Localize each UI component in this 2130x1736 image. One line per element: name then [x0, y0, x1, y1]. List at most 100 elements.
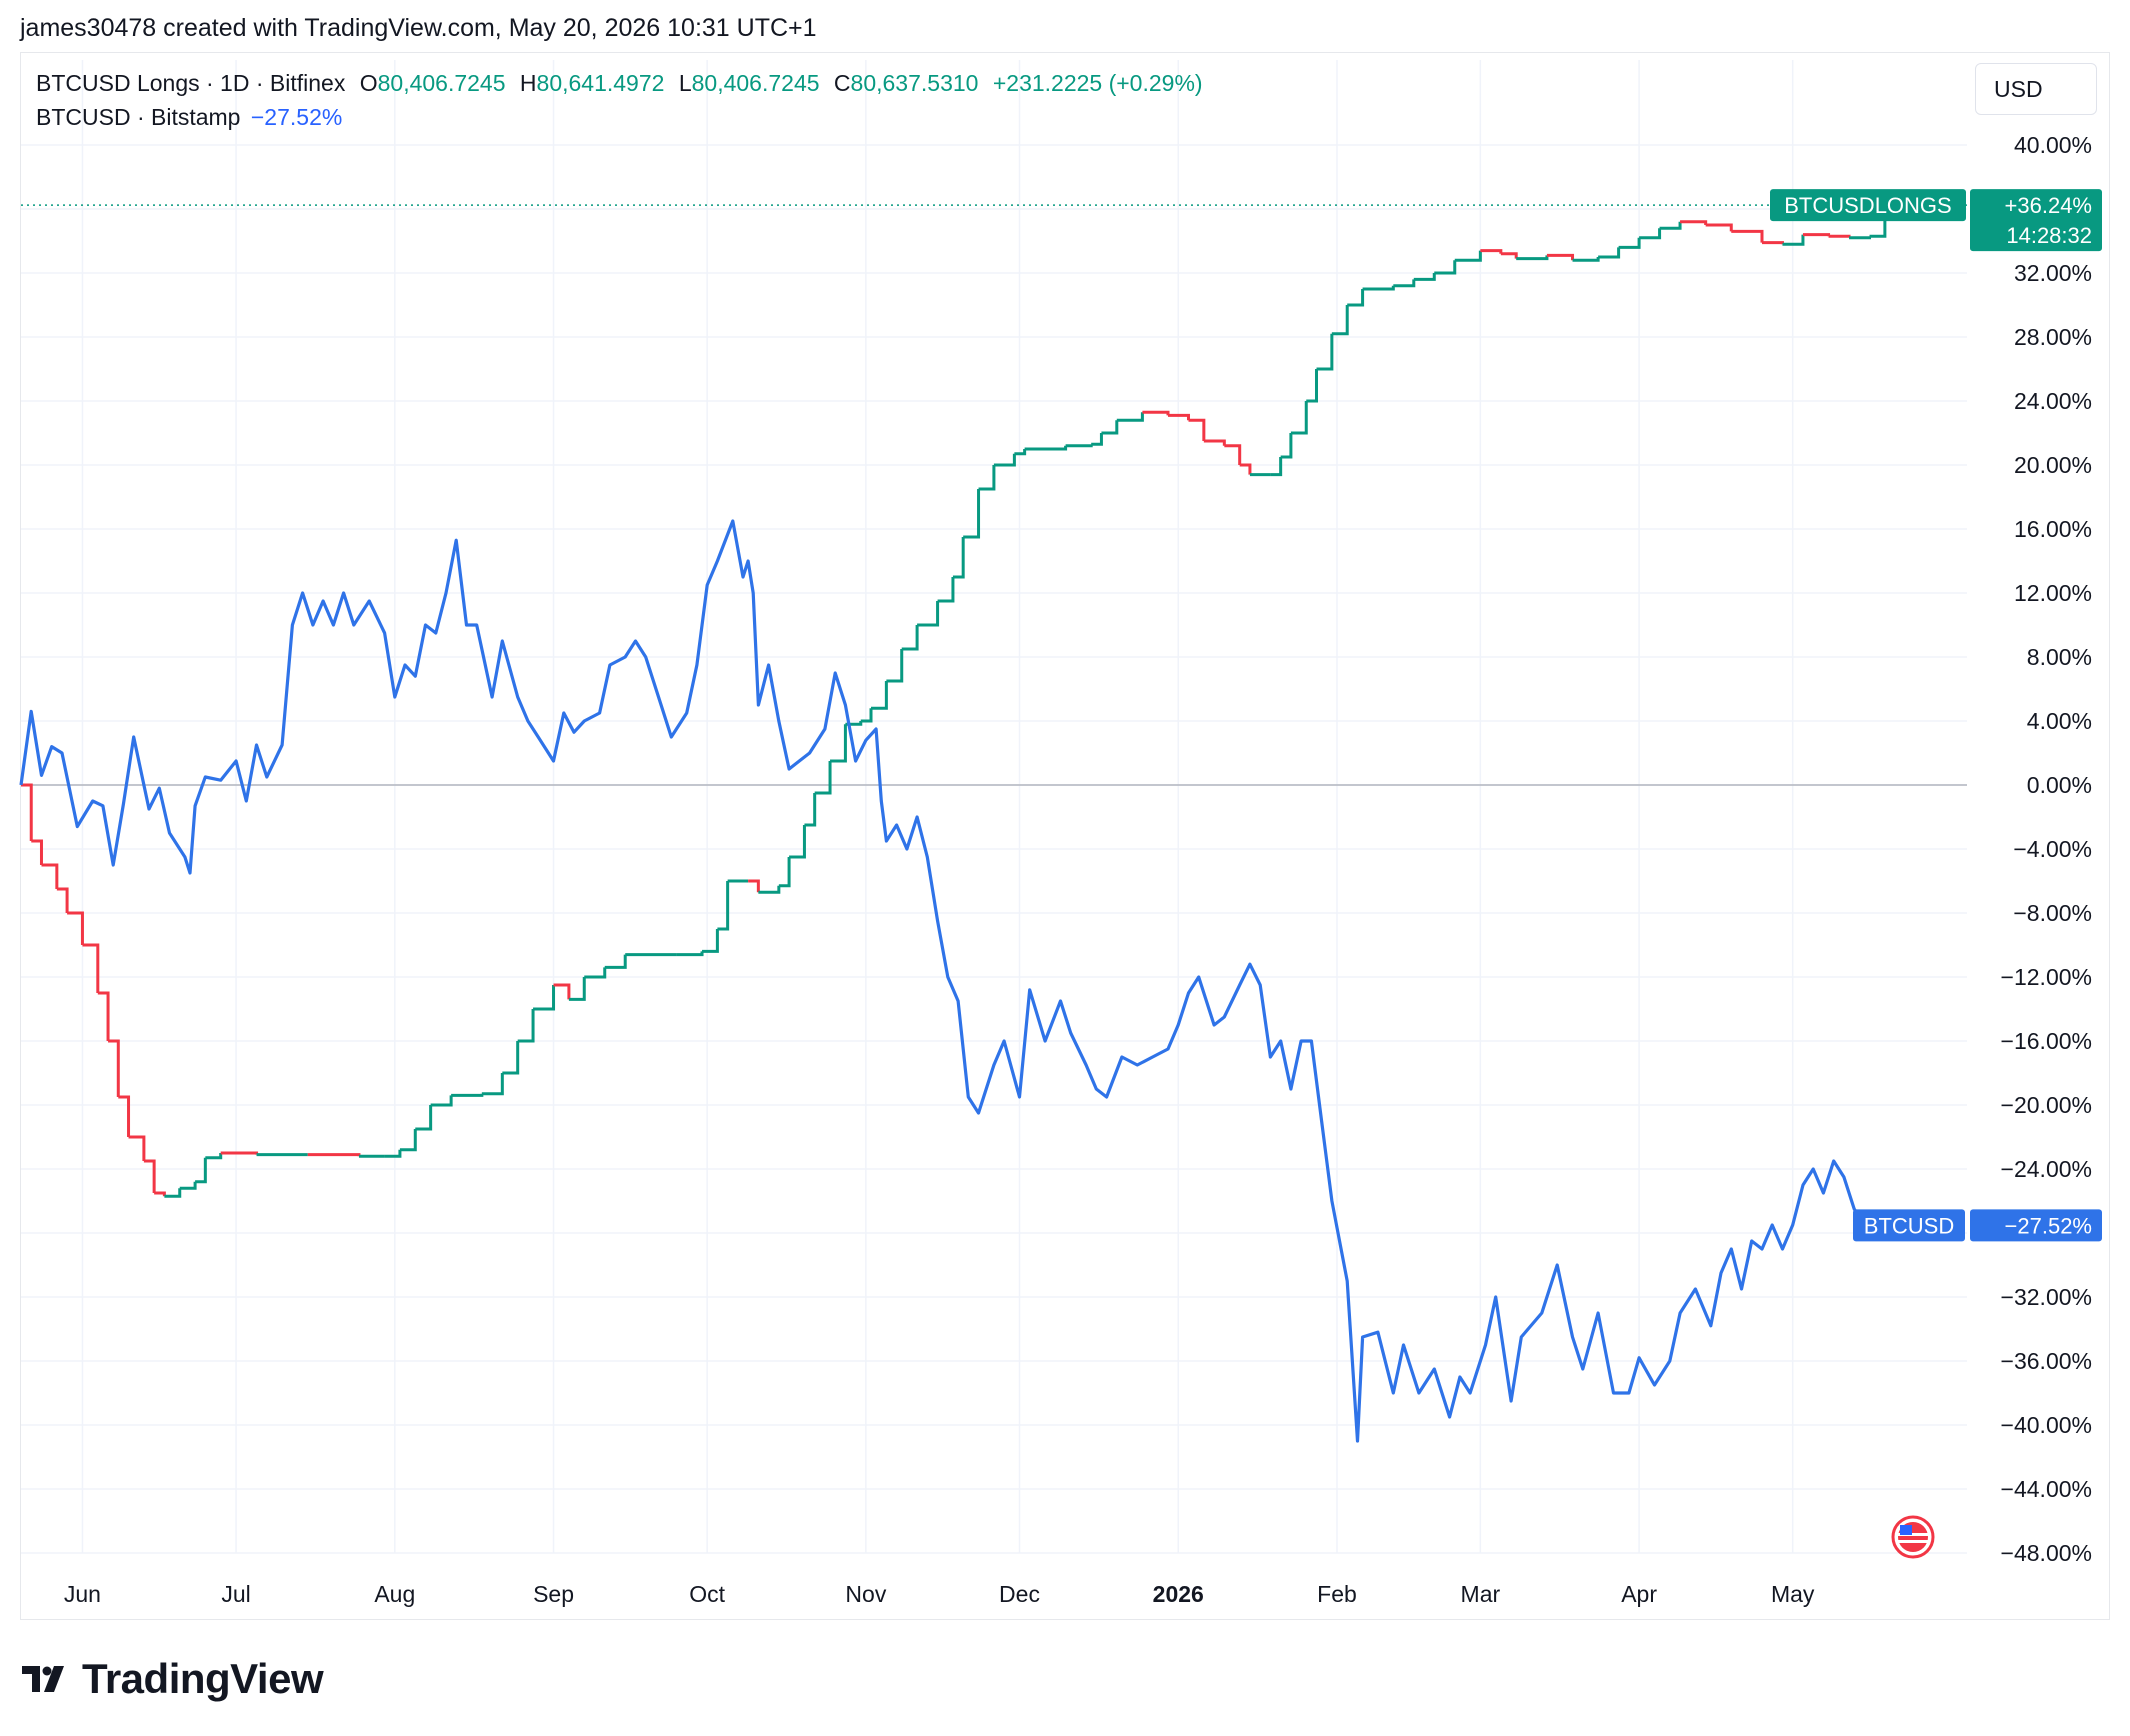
longs-step-segment	[717, 881, 730, 931]
brand-name: TradingView	[82, 1655, 324, 1702]
y-tick-label: 16.00%	[2014, 516, 2092, 542]
longs-step-segment	[67, 911, 84, 945]
longs-step-segment	[993, 453, 1016, 467]
longs-name-tag-text: BTCUSDLONGS	[1784, 193, 1951, 218]
longs-step-segment	[963, 489, 981, 539]
longs-step-segment	[430, 1095, 453, 1107]
longs-step-segment	[82, 943, 100, 993]
longs-step-segment	[1290, 401, 1308, 435]
longs-step-segment	[205, 1153, 223, 1160]
btcusd-price-tag-text: −27.52%	[2005, 1213, 2092, 1238]
longs-step-segment	[814, 761, 832, 795]
y-tick-label: 12.00%	[2014, 580, 2092, 606]
longs-step-segment	[1639, 228, 1662, 240]
longs-step-segment	[871, 681, 888, 710]
longs-step-segment	[481, 1073, 504, 1096]
longs-step-segment	[1828, 234, 1851, 238]
btcusd-line	[19, 519, 1866, 1443]
longs-step-segment	[415, 1105, 433, 1131]
longs-step-segment	[1280, 433, 1293, 459]
x-tick-label: Apr	[1621, 1581, 1657, 1607]
longs-step-segment	[1188, 418, 1206, 441]
longs-step-segment	[118, 1095, 131, 1137]
longs-step-segment	[886, 649, 904, 683]
longs-step-segment	[179, 1181, 197, 1190]
x-tick-label: Feb	[1317, 1581, 1357, 1607]
longs-price-tag	[1970, 189, 2102, 252]
longs-step-segment	[1116, 412, 1144, 422]
us-flag-icon[interactable]	[1891, 1515, 1935, 1559]
x-tick-label: Jun	[64, 1581, 101, 1607]
y-tick-label: 8.00%	[2027, 644, 2092, 670]
longs-step-segment	[533, 985, 556, 1011]
longs-step-segment	[1802, 233, 1831, 237]
longs-step-segment	[1065, 444, 1093, 448]
longs-step-segment	[502, 1041, 520, 1075]
longs-step-segment	[1500, 252, 1518, 259]
y-tick-label: −48.00%	[2001, 1540, 2092, 1566]
longs-step-segment	[604, 954, 627, 969]
y-tick-label: −20.00%	[2001, 1092, 2092, 1118]
longs-step-segment	[1331, 305, 1349, 336]
y-tick-label: −32.00%	[2001, 1284, 2092, 1310]
longs-step-segment	[195, 1157, 207, 1184]
longs-step-segment	[143, 1159, 156, 1193]
longs-step-segment	[220, 1151, 259, 1155]
tradingview-brand[interactable]: TradingView	[22, 1655, 324, 1703]
longs-step-segment	[789, 825, 806, 859]
x-tick-label: Nov	[845, 1581, 886, 1607]
longs-step-segment	[97, 991, 110, 1041]
longs-step-segment	[830, 724, 847, 763]
longs-step-segment	[1454, 250, 1482, 262]
y-tick-label: −36.00%	[2001, 1348, 2092, 1374]
x-tick-label: Jul	[221, 1581, 250, 1607]
btcusd-name-tag	[1853, 1209, 1965, 1242]
y-tick-label: −16.00%	[2001, 1028, 2092, 1054]
longs-step-segment	[1680, 220, 1708, 225]
chart-frame[interactable]	[20, 52, 2110, 1620]
longs-step-segment	[1705, 223, 1733, 232]
longs-step-segment	[676, 951, 704, 957]
y-tick-label: 4.00%	[2027, 708, 2092, 734]
longs-step-segment	[901, 625, 919, 651]
longs-step-segment	[748, 879, 760, 893]
legend-series-btcusd[interactable]: BTCUSD · Bitstamp −27.52%	[36, 104, 350, 131]
x-tick-label: Oct	[689, 1581, 725, 1607]
longs-step-segment	[1306, 369, 1318, 403]
longs-countdown-text: 14:28:32	[2006, 223, 2092, 248]
longs-step-segment	[1393, 279, 1416, 288]
y-tick-label: −44.00%	[2001, 1476, 2092, 1502]
tradingview-logo-icon	[22, 1666, 64, 1692]
longs-step-segment	[307, 1153, 361, 1157]
longs-step-segment	[1347, 289, 1365, 307]
longs-step-segment	[41, 863, 59, 889]
longs-step-segment	[1091, 433, 1103, 446]
y-tick-label: −40.00%	[2001, 1412, 2092, 1438]
btcusd-name-tag-text: BTCUSD	[1864, 1213, 1954, 1238]
longs-step-segment	[1546, 253, 1575, 261]
legend-series-longs-name: BTCUSD Longs · 1D · Bitfinex	[36, 70, 346, 96]
longs-step-segment	[778, 857, 791, 888]
y-tick-label: −24.00%	[2001, 1156, 2092, 1182]
longs-step-segment	[937, 577, 955, 603]
longs-step-segment	[1362, 285, 1395, 291]
longs-step-segment	[21, 783, 33, 841]
y-tick-label: 0.00%	[2027, 772, 2092, 798]
y-tick-label: 40.00%	[2014, 132, 2092, 158]
currency-selector[interactable]: USD	[1975, 63, 2097, 115]
longs-step-segment	[860, 708, 873, 723]
longs-step-segment	[56, 887, 69, 913]
longs-price-tag-text: +36.24%	[2005, 193, 2092, 218]
longs-step-segment	[108, 1039, 120, 1097]
y-tick-label: −4.00%	[2013, 836, 2092, 862]
price-labels: BTCUSDLONGS +36.24% 14:28:32 BTCUSD −27.52%	[1770, 189, 2102, 1242]
y-tick-label: −12.00%	[2001, 964, 2092, 990]
legend-high: H80,641.4972	[519, 70, 665, 96]
longs-name-tag	[1770, 189, 1966, 222]
longs-step-segment	[1203, 439, 1226, 446]
legend-series-longs[interactable]: BTCUSD Longs · 1D · Bitfinex O80,406.724…	[36, 70, 1211, 97]
x-tick-label: Mar	[1461, 1581, 1501, 1607]
x-tick-label: 2026	[1153, 1581, 1204, 1607]
longs-step-segment	[164, 1188, 182, 1198]
